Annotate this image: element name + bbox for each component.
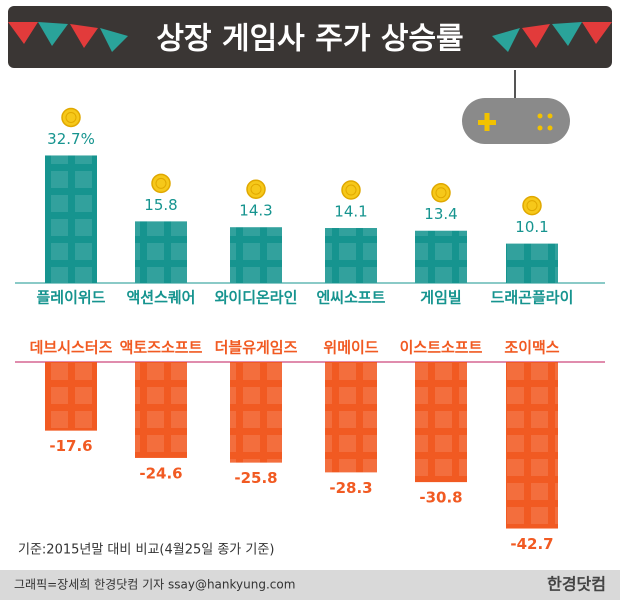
title: 상장 게임사 주가 상승률 bbox=[156, 22, 463, 57]
bar-windows bbox=[506, 243, 558, 283]
note: 기준:2015년말 대비 비교(4월25일 종가 기준) bbox=[18, 543, 274, 558]
value-label: 10.1 bbox=[515, 218, 548, 236]
coin-ring bbox=[65, 111, 77, 123]
bar-windows bbox=[230, 362, 282, 463]
value-label: 13.4 bbox=[424, 205, 457, 223]
coin-icon bbox=[341, 180, 361, 200]
bar-windows bbox=[45, 155, 97, 283]
coin-icon bbox=[522, 195, 542, 216]
bar-windows bbox=[325, 362, 377, 473]
category-label: 와이디온라인 bbox=[215, 289, 298, 307]
coin-ring bbox=[250, 183, 262, 195]
category-label: 데브시스터즈 bbox=[30, 339, 113, 357]
category-label: 이스트소프트 bbox=[400, 339, 483, 357]
footer-bar bbox=[0, 570, 620, 600]
coin-ring bbox=[435, 187, 447, 199]
bar-windows bbox=[135, 221, 187, 283]
value-label: -17.6 bbox=[49, 437, 92, 455]
bar-windows bbox=[135, 362, 187, 458]
category-label: 위메이드 bbox=[323, 339, 378, 357]
gamepad-icon bbox=[462, 70, 570, 144]
value-label: 32.7% bbox=[47, 130, 95, 148]
value-label: -30.8 bbox=[419, 489, 462, 507]
coin-ring bbox=[526, 200, 538, 212]
bar-windows bbox=[230, 227, 282, 283]
title-bar bbox=[8, 6, 612, 68]
category-label: 엔씨소프트 bbox=[316, 289, 385, 307]
bar-windows bbox=[45, 362, 97, 431]
value-label: 15.8 bbox=[144, 196, 177, 214]
category-label: 더블유게임즈 bbox=[215, 339, 298, 357]
category-label: 조이맥스 bbox=[504, 339, 559, 357]
value-label: 14.3 bbox=[239, 202, 272, 220]
bar-windows bbox=[415, 362, 467, 483]
logo: 한경닷컴 bbox=[547, 575, 606, 594]
bar-windows bbox=[506, 362, 558, 529]
coin-icon bbox=[246, 179, 266, 199]
category-label: 드래곤플라이 bbox=[491, 289, 574, 307]
bunting bbox=[8, 22, 612, 52]
coin-ring bbox=[345, 184, 357, 196]
bar-windows bbox=[325, 228, 377, 283]
value-label: -25.8 bbox=[234, 469, 277, 487]
coin-icon bbox=[61, 107, 81, 128]
value-label: 14.1 bbox=[334, 203, 367, 221]
value-label: -28.3 bbox=[329, 479, 372, 497]
bar-windows bbox=[415, 230, 467, 283]
coin-icon bbox=[151, 173, 171, 194]
category-label: 액션스퀘어 bbox=[126, 289, 195, 307]
coin-icon bbox=[431, 182, 451, 203]
category-label: 액토즈소프트 bbox=[120, 339, 203, 357]
coin-ring bbox=[155, 177, 167, 189]
category-label: 게임빌 bbox=[420, 289, 461, 307]
credit: 그래픽=장세희 한경닷컴 기자 ssay@hankyung.com bbox=[14, 578, 295, 592]
value-label: -42.7 bbox=[510, 535, 553, 553]
value-label: -24.6 bbox=[139, 464, 182, 482]
category-label: 플레이위드 bbox=[36, 289, 105, 307]
